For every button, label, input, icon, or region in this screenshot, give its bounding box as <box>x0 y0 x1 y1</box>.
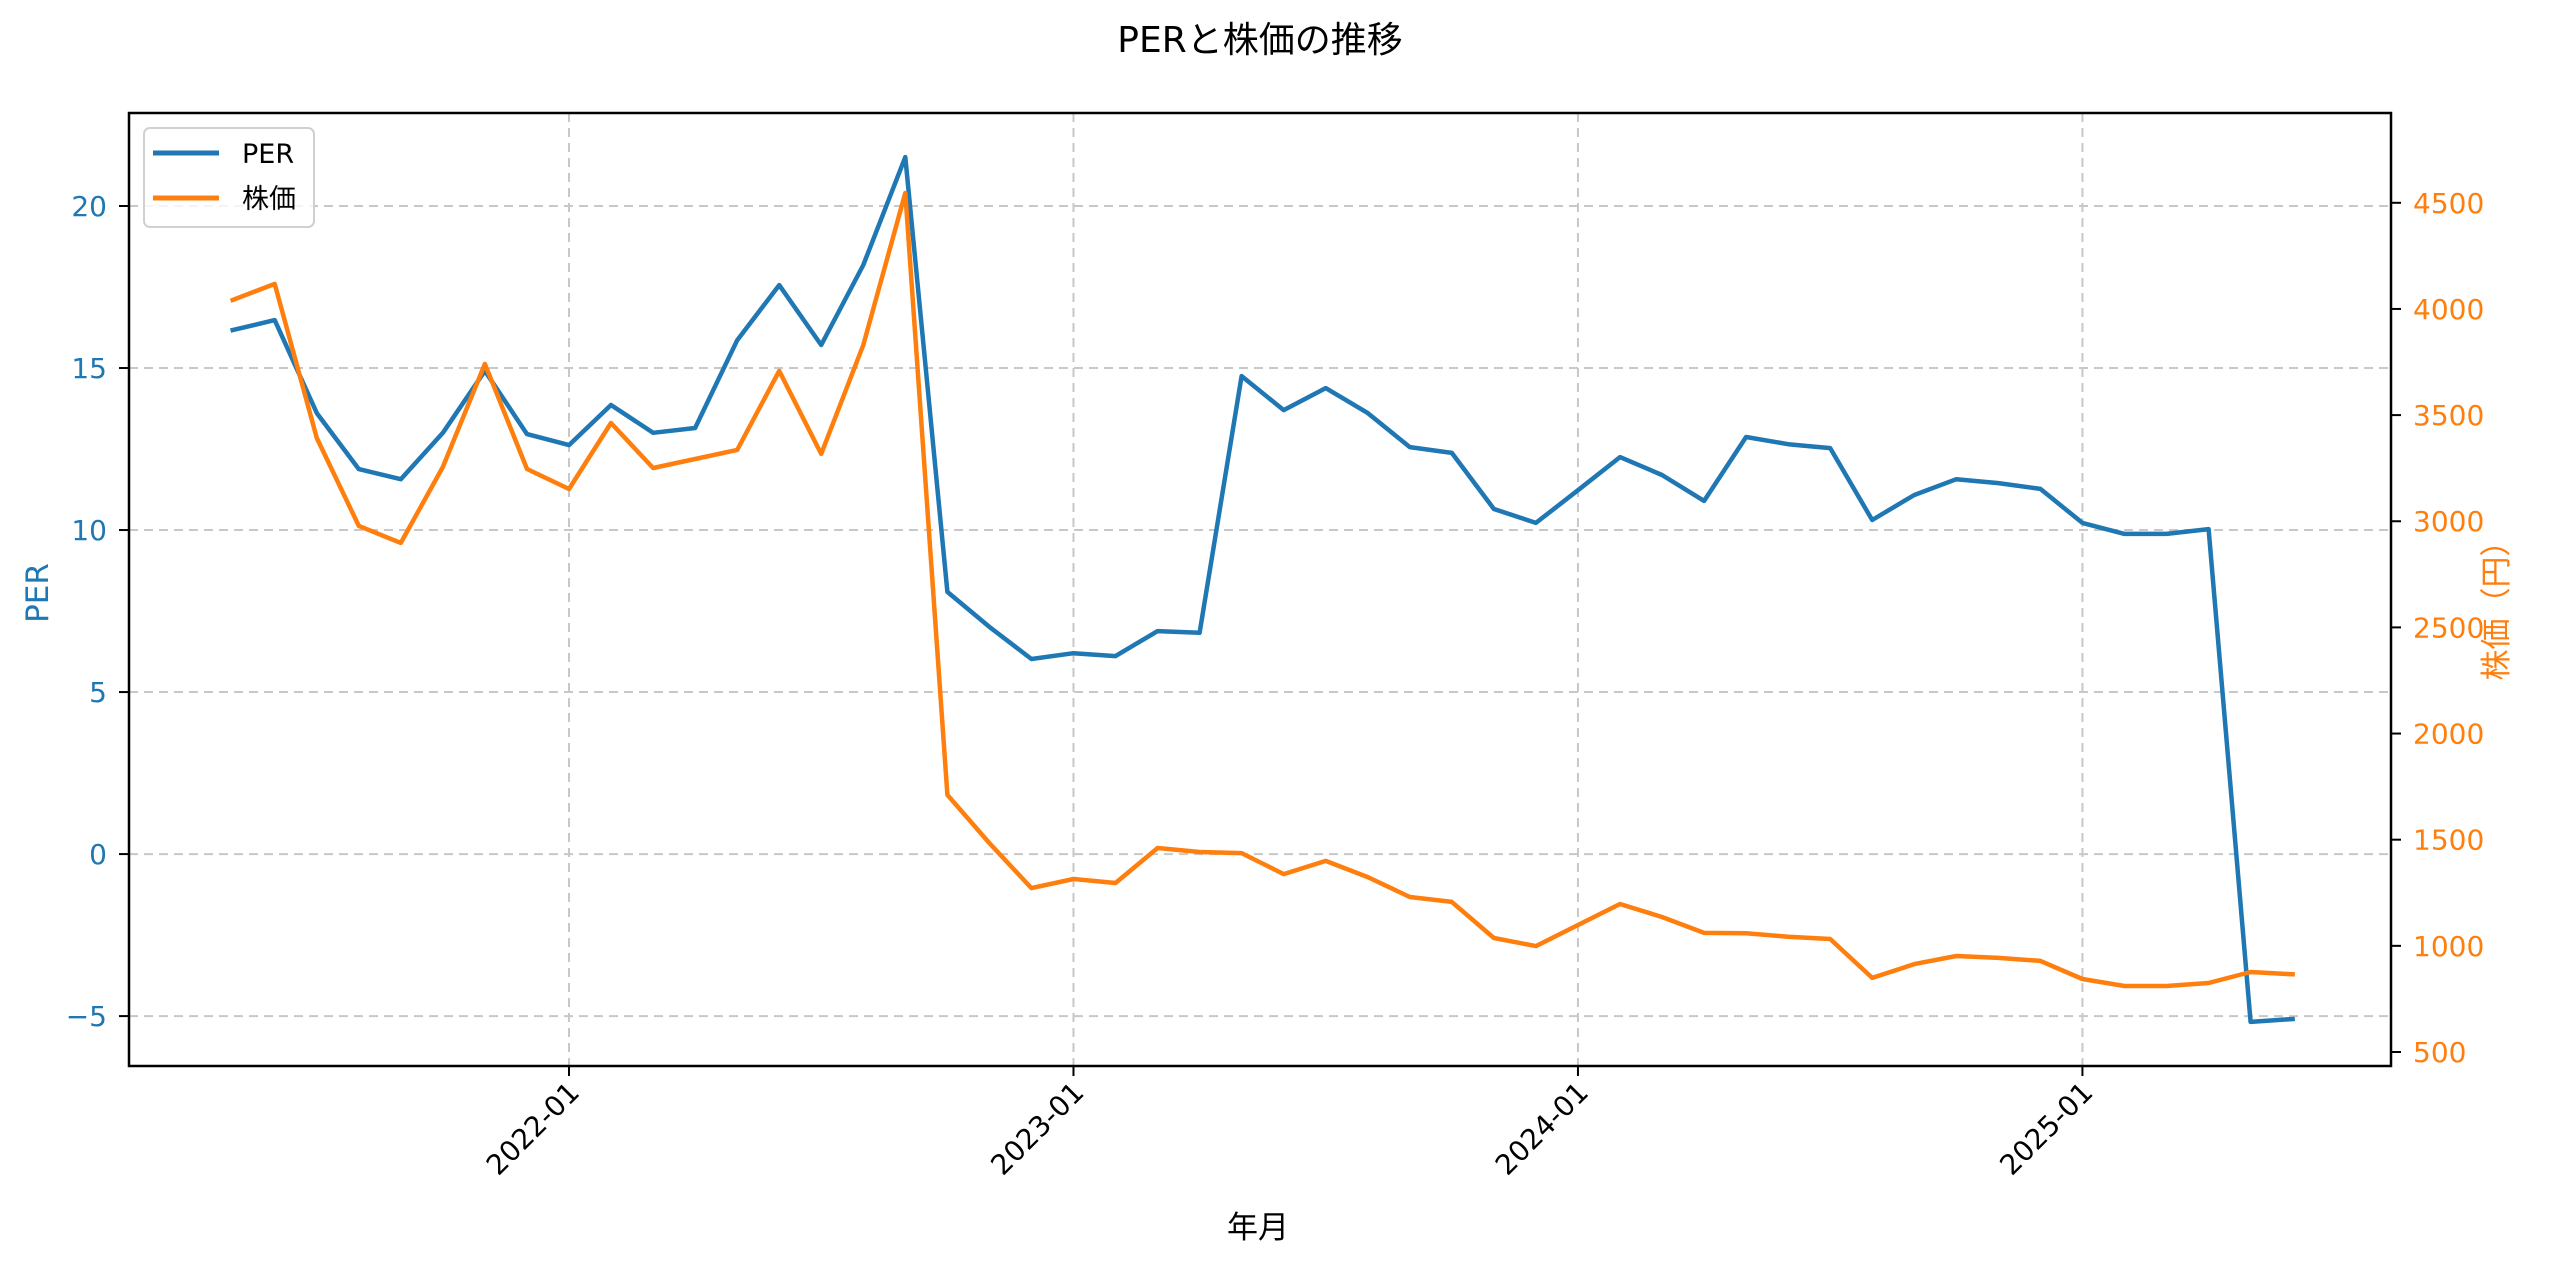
x-axis-ticks: 2022-01 2023-01 2024-01 2025-01 <box>480 1066 2099 1182</box>
right-tick-label: 2500 <box>2413 611 2484 644</box>
left-y-axis-label: PER <box>20 563 56 623</box>
left-tick-label: 5 <box>89 676 107 709</box>
left-y-axis-ticks: −5 0 5 10 15 20 <box>66 190 129 1033</box>
data-lines <box>229 154 2295 1025</box>
per-line <box>229 154 2295 1025</box>
left-tick-label: 10 <box>71 514 107 547</box>
legend-label-price: 株価 <box>242 184 296 215</box>
plot-frame <box>127 111 2393 1068</box>
right-tick-label: 500 <box>2413 1036 2466 1069</box>
right-tick-label: 1500 <box>2413 824 2484 857</box>
left-tick-label: −5 <box>66 1000 107 1033</box>
left-tick-label: 15 <box>71 352 107 385</box>
right-y-axis-label: 株価（円） <box>2479 526 2515 681</box>
right-tick-label: 2000 <box>2413 718 2484 751</box>
right-tick-label: 3000 <box>2413 505 2484 538</box>
x-axis-label: 年月 <box>1227 1210 1289 1246</box>
left-tick-label: 20 <box>71 190 107 223</box>
x-tick-label: 2023-01 <box>984 1076 1090 1182</box>
grid-lines <box>129 113 2391 1066</box>
price-line <box>229 190 2295 989</box>
legend-label-per: PER <box>242 139 294 170</box>
right-tick-label: 1000 <box>2413 930 2484 963</box>
right-tick-label: 3500 <box>2413 399 2484 432</box>
right-tick-label: 4500 <box>2413 187 2484 220</box>
left-tick-label: 0 <box>89 838 107 871</box>
legend: PER 株価 <box>143 127 315 228</box>
x-tick-label: 2022-01 <box>480 1076 586 1182</box>
x-tick-label: 2025-01 <box>1993 1076 2099 1182</box>
chart-title: PERと株価の推移 <box>1117 20 1402 61</box>
x-tick-label: 2024-01 <box>1489 1076 1595 1182</box>
right-tick-label: 4000 <box>2413 293 2484 326</box>
right-y-axis-ticks: 500 1000 1500 2000 2500 3000 3500 4000 4500 <box>2391 187 2484 1069</box>
